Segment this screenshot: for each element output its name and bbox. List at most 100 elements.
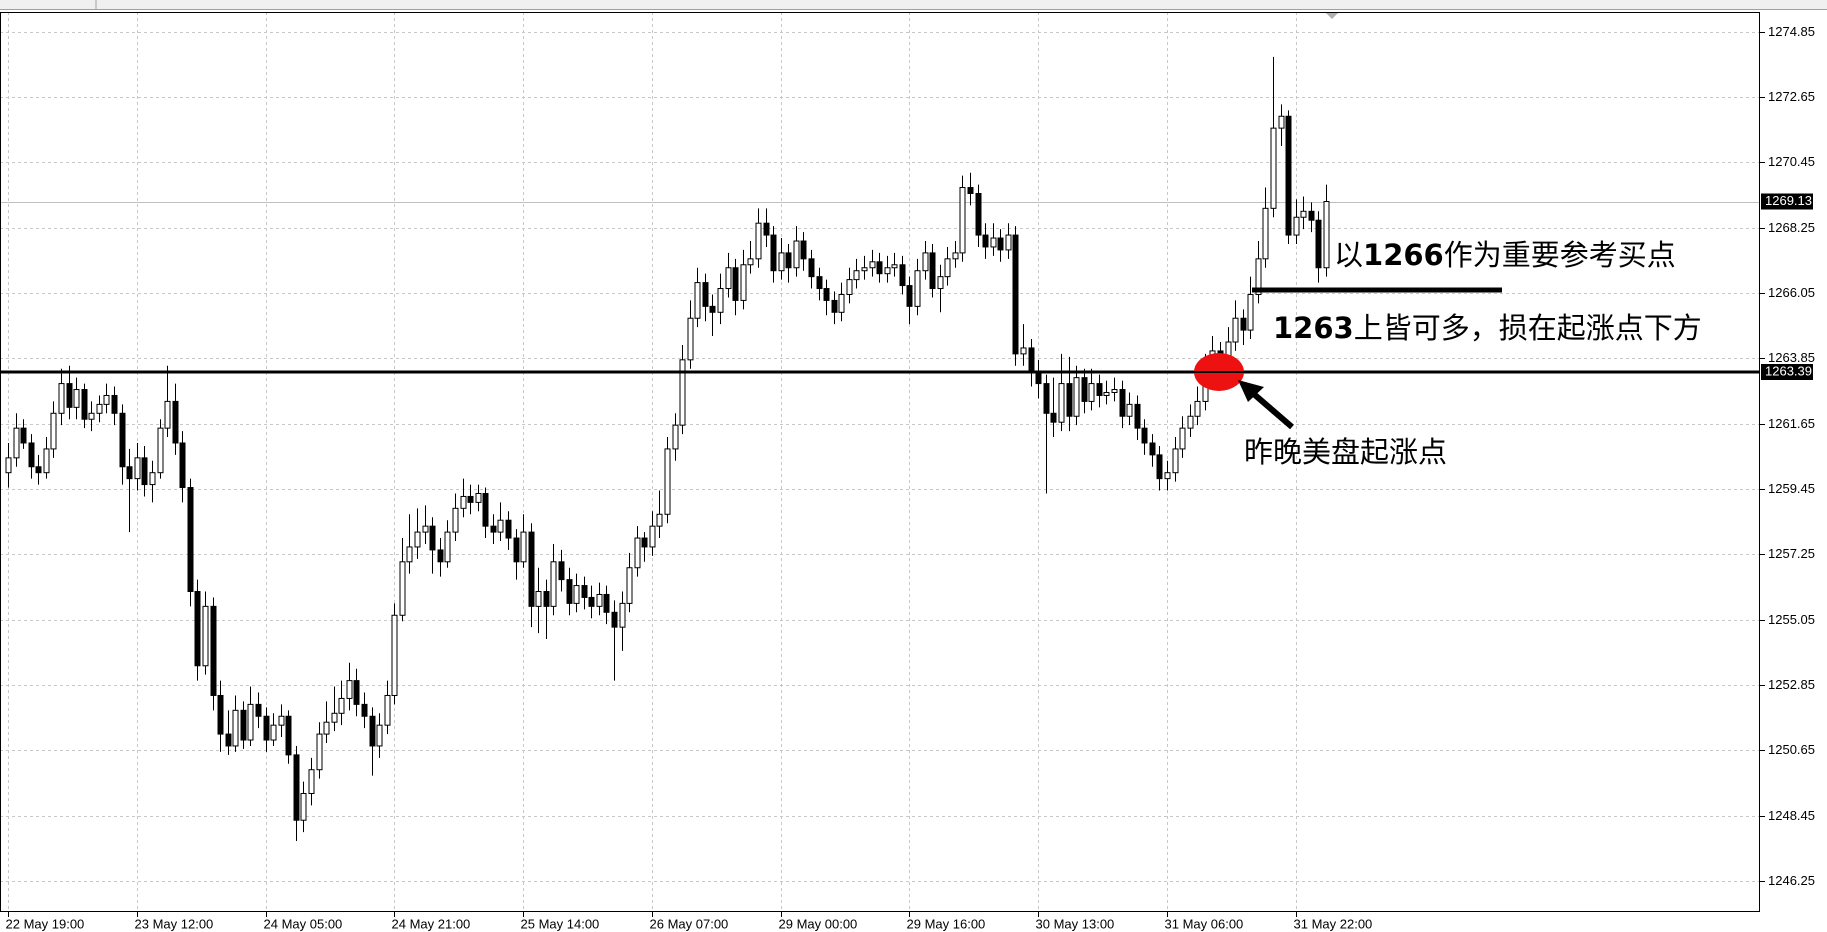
candle-body bbox=[157, 427, 164, 474]
y-tick-label: 1250.65 bbox=[1768, 742, 1815, 757]
candle-body bbox=[316, 733, 323, 771]
candle-body bbox=[202, 605, 209, 667]
candle-body bbox=[899, 264, 906, 287]
candle-body bbox=[891, 264, 898, 269]
annotation-part: 1266 bbox=[1363, 238, 1444, 272]
candle-body bbox=[581, 585, 588, 598]
candle-body bbox=[785, 252, 792, 269]
candle-body bbox=[1119, 389, 1126, 417]
candle-body bbox=[1103, 391, 1110, 396]
candle-body bbox=[111, 394, 118, 414]
candle-body bbox=[308, 769, 315, 794]
candle-body bbox=[232, 709, 239, 747]
candle-body bbox=[134, 457, 141, 480]
candle-body bbox=[672, 424, 679, 450]
candle-body bbox=[869, 261, 876, 269]
candle-body bbox=[444, 531, 451, 563]
x-tick-label: 25 May 14:00 bbox=[521, 916, 600, 931]
candle-body bbox=[1134, 403, 1141, 429]
price-label: 1269.13 bbox=[1765, 193, 1812, 208]
candle-body bbox=[35, 466, 42, 474]
candle-body bbox=[497, 519, 504, 533]
candle-body bbox=[1073, 377, 1080, 417]
candle-body bbox=[543, 591, 550, 607]
candle-body bbox=[452, 507, 459, 533]
candle-body bbox=[914, 270, 921, 307]
candle-body bbox=[1278, 115, 1285, 129]
candle-body bbox=[740, 264, 747, 301]
y-tick-label: 1246.25 bbox=[1768, 873, 1815, 888]
candle-body bbox=[119, 412, 126, 468]
candle-body bbox=[944, 258, 951, 278]
candle-body bbox=[1028, 347, 1035, 373]
candle-body bbox=[361, 703, 368, 717]
candle-body bbox=[1323, 201, 1330, 269]
candle-body bbox=[96, 403, 103, 414]
candle-body bbox=[687, 317, 694, 361]
arrow-head bbox=[1238, 380, 1264, 402]
candle-body bbox=[1285, 115, 1292, 236]
candle-body bbox=[1270, 127, 1277, 209]
candle-body bbox=[406, 546, 413, 563]
x-tick-label: 22 May 19:00 bbox=[6, 916, 85, 931]
candle-body bbox=[1141, 427, 1148, 444]
candle-body bbox=[838, 293, 845, 313]
candle-body bbox=[58, 383, 65, 414]
candle-body bbox=[982, 234, 989, 248]
y-tick-label: 1270.45 bbox=[1768, 154, 1815, 169]
candle-body bbox=[573, 585, 580, 604]
x-tick-label: 24 May 21:00 bbox=[392, 916, 471, 931]
candle-body bbox=[823, 288, 830, 301]
candle-body bbox=[50, 412, 57, 450]
candle-body bbox=[1050, 412, 1057, 423]
candle-body bbox=[1005, 234, 1012, 251]
y-tick-label: 1263.85 bbox=[1768, 350, 1815, 365]
x-tick-label: 31 May 22:00 bbox=[1294, 916, 1373, 931]
candle-body bbox=[588, 596, 595, 607]
candle-body bbox=[770, 234, 777, 272]
annotation-part: 昨晚美盘起涨点 bbox=[1244, 435, 1447, 469]
candle-body bbox=[240, 709, 247, 741]
candle-body bbox=[460, 495, 467, 509]
candle-body bbox=[285, 715, 292, 756]
annotation-part: 以 bbox=[1334, 238, 1363, 272]
y-tick-label: 1274.85 bbox=[1768, 24, 1815, 39]
candle-body bbox=[66, 383, 73, 408]
candle-body bbox=[702, 282, 709, 307]
axes: 1274.85 1272.65 1270.45 1268.25 1266.05 1263.… bbox=[6, 24, 1816, 932]
x-tick-label: 26 May 07:00 bbox=[650, 916, 729, 931]
candle-body bbox=[331, 712, 338, 723]
candle-body bbox=[566, 579, 573, 604]
candle-body bbox=[346, 680, 353, 699]
y-tick-label: 1259.45 bbox=[1768, 481, 1815, 496]
candle-body bbox=[755, 222, 762, 260]
candle-body bbox=[13, 427, 20, 459]
candle-body bbox=[270, 724, 277, 741]
candle-body bbox=[247, 703, 254, 741]
candle-body bbox=[73, 389, 80, 408]
candle-body bbox=[88, 412, 95, 420]
candle-body bbox=[906, 285, 913, 307]
candle-body bbox=[429, 525, 436, 551]
candle-body bbox=[1247, 293, 1254, 331]
candle-body bbox=[694, 282, 701, 319]
candle-body bbox=[558, 561, 565, 581]
candle-body bbox=[1066, 383, 1073, 417]
candle-body bbox=[1232, 317, 1239, 343]
candle-body bbox=[103, 394, 110, 405]
candle-body bbox=[763, 222, 770, 236]
candle-body bbox=[800, 240, 807, 260]
candle-body bbox=[876, 261, 883, 275]
y-tick-label: 1257.25 bbox=[1768, 546, 1815, 561]
annotation-part: 作为重要参考买点 bbox=[1444, 238, 1676, 272]
candle-body bbox=[922, 252, 929, 272]
candle-body bbox=[1081, 377, 1088, 402]
candle-body bbox=[20, 427, 27, 444]
annotation: 昨晚美盘起涨点 bbox=[1244, 435, 1447, 469]
y-tick-label: 1252.85 bbox=[1768, 677, 1815, 692]
candle-body bbox=[5, 457, 12, 474]
candle-body bbox=[1315, 219, 1322, 269]
candle-body bbox=[293, 754, 300, 821]
